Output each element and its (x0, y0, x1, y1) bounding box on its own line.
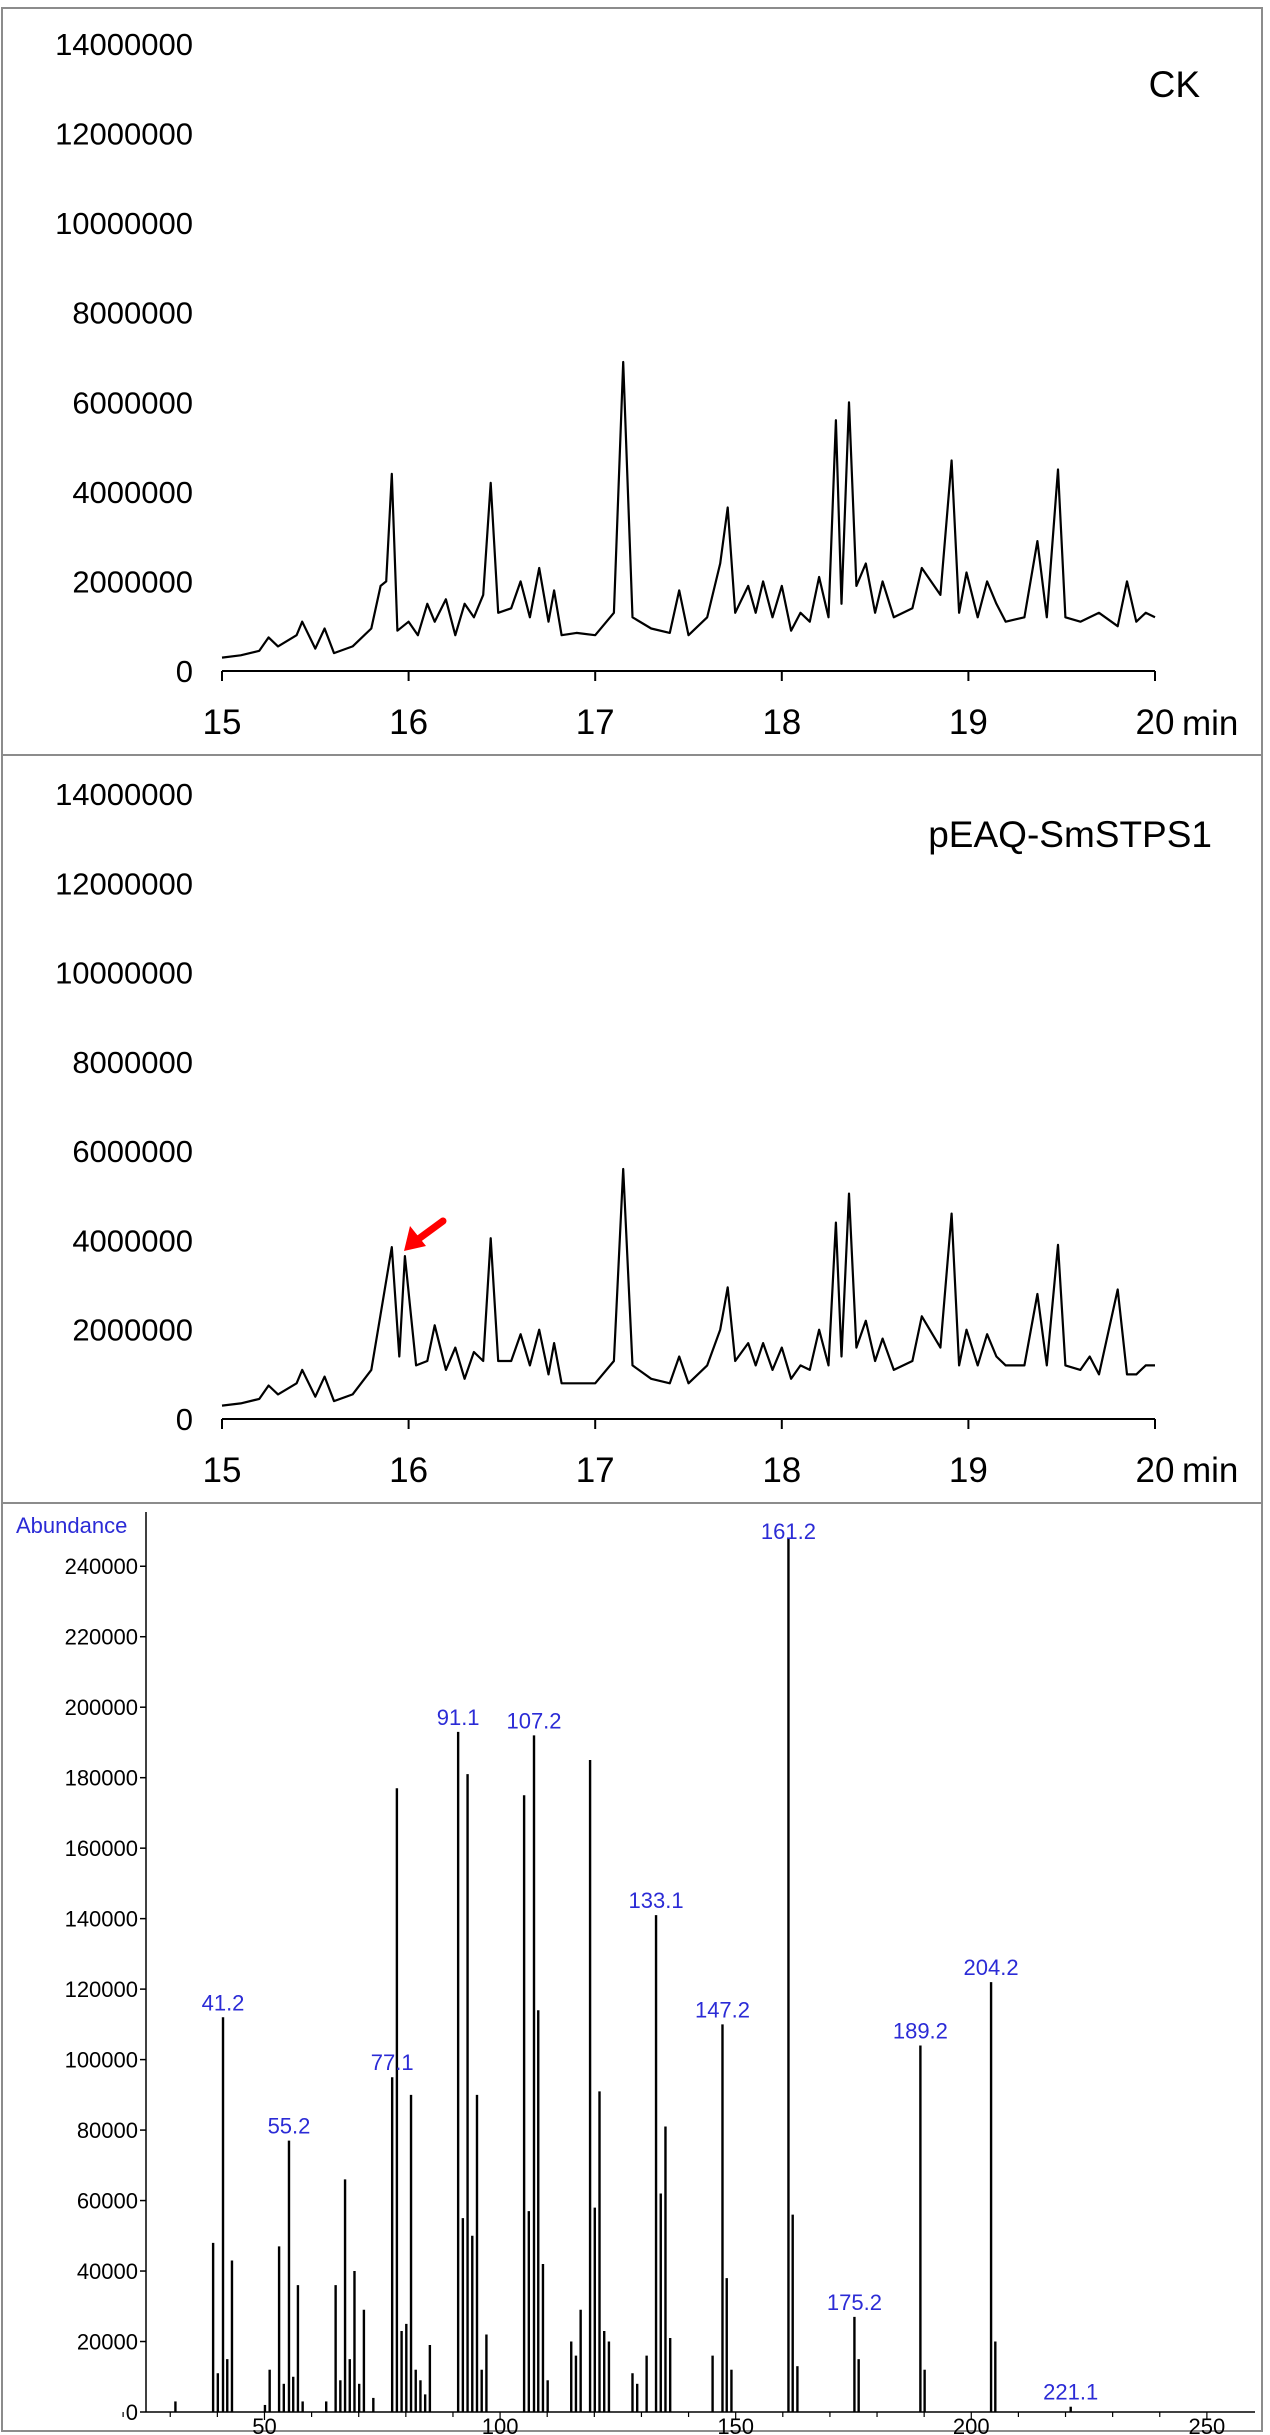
peak-label: 189.2 (893, 2019, 948, 2044)
y-tick-label: 0 (126, 2400, 138, 2425)
y-tick-label: 10000000 (55, 956, 193, 991)
y-tick-label: 8000000 (72, 1045, 193, 1080)
peak-label: 161.2 (761, 1519, 816, 1544)
y-tick-label: 14000000 (55, 27, 193, 62)
x-tick-label: 17 (576, 703, 615, 742)
x-tick-marks (221, 671, 1156, 681)
y-tick-label: 200000 (65, 1695, 138, 1720)
y-tick-labels: 0 20000 40000 60000 80000 100000 120000 140000 1… (65, 1554, 146, 2425)
y-tick-label: 4000000 (72, 1223, 193, 1258)
y-tick-label: 100000 (65, 2048, 138, 2073)
x-tick-label: 100 (482, 2414, 519, 2435)
y-tick-label: 12000000 (55, 866, 193, 901)
y-axis-title: Abundance (16, 1513, 127, 1538)
peak-label: 204.2 (964, 1955, 1019, 1980)
y-tick-labels: 0 2000000 4000000 6000000 8000000 10000000 120… (55, 27, 193, 689)
y-tick-label: 6000000 (72, 1134, 193, 1169)
y-tick-label: 10000000 (55, 206, 193, 241)
panel-label: pEAQ-SmSTPS1 (928, 814, 1212, 855)
panel-frame (1, 1502, 1263, 2432)
y-tick-label: 0 (176, 654, 193, 689)
x-tick-label: 200 (953, 2414, 990, 2435)
x-tick-label: 19 (949, 1451, 988, 1490)
y-tick-label: 2000000 (72, 564, 193, 599)
peak-label: 77.1 (371, 2050, 414, 2075)
peak-labels: 41.2 55.2 77.1 91.1 107.2 133.1 147.2 161.2 175.… (202, 1519, 1099, 2405)
series-line (221, 360, 1156, 659)
x-tick-label: 17 (576, 1451, 615, 1490)
x-tick-label: 16 (389, 1451, 428, 1490)
x-tick-label: 15 (203, 703, 242, 742)
y-tick-label: 0 (176, 1402, 193, 1437)
series-line (221, 1167, 1155, 1407)
x-tick-labels: 50 100 150 200 250 (252, 2414, 1225, 2435)
y-tick-label: 220000 (65, 1625, 138, 1650)
y-tick-label: 60000 (77, 2189, 138, 2214)
x-tick-label: 19 (949, 703, 988, 742)
x-unit-label: min (1182, 704, 1238, 743)
y-tick-label: 8000000 (72, 296, 193, 331)
x-tick-label: 16 (389, 703, 428, 742)
y-tick-label: 20000 (77, 2330, 138, 2355)
peak-label: 147.2 (695, 1997, 750, 2022)
peak-label: 221.1 (1043, 2380, 1098, 2405)
peak-label: 107.2 (506, 1708, 561, 1733)
x-tick-label: 50 (252, 2414, 276, 2435)
x-tick-labels: 15 16 17 18 19 20 (203, 703, 1175, 742)
peak-label: 175.2 (827, 2290, 882, 2315)
peak-label: 55.2 (268, 2114, 311, 2139)
y-tick-label: 160000 (65, 1836, 138, 1861)
peak-label: 41.2 (202, 1990, 245, 2015)
x-tick-label: 15 (203, 1451, 242, 1490)
spectrum-bars (174, 1538, 1072, 2412)
x-tick-label: 150 (717, 2414, 754, 2435)
y-tick-label: 180000 (65, 1766, 138, 1791)
peak-label: 91.1 (437, 1705, 480, 1730)
x-tick-label: 18 (762, 703, 801, 742)
x-tick-marks (221, 1419, 1156, 1429)
mass-spectrum-panel: Abundance 0 20000 40000 60000 80000 100000 120… (1, 1502, 1263, 2435)
y-tick-label: 80000 (77, 2118, 138, 2143)
peak-label: 133.1 (629, 1888, 684, 1913)
y-tick-label: 12000000 (55, 117, 193, 152)
y-tick-label: 6000000 (72, 385, 193, 420)
x-tick-labels: 15 16 17 18 19 20 (203, 1451, 1175, 1490)
y-tick-label: 14000000 (55, 777, 193, 812)
chromatogram-ck-panel: CK 0 2000000 4000000 6000000 8000000 10000000… (1, 7, 1263, 756)
y-tick-label: 240000 (65, 1554, 138, 1579)
chromatogram-peaq-panel: pEAQ-SmSTPS1 0 2000000 4000000 6000000 80000… (1, 754, 1263, 1504)
x-tick-label: 18 (762, 1451, 801, 1490)
y-tick-label: 120000 (65, 1977, 138, 2002)
x-tick-label: 250 (1189, 2414, 1226, 2435)
x-tick-label: 20 (1136, 703, 1175, 742)
panel-label: CK (1149, 64, 1201, 105)
y-tick-labels: 0 2000000 4000000 6000000 8000000 10000000 120… (55, 777, 193, 1437)
x-tick-label: 20 (1136, 1451, 1175, 1490)
red-arrow-marker (404, 1217, 447, 1251)
x-unit-label: min (1182, 1451, 1238, 1490)
y-tick-label: 40000 (77, 2259, 138, 2284)
y-tick-label: 4000000 (72, 475, 193, 510)
y-tick-label: 2000000 (72, 1313, 193, 1348)
y-tick-label: 140000 (65, 1907, 138, 1932)
x-minor-ticks (122, 2412, 1208, 2420)
